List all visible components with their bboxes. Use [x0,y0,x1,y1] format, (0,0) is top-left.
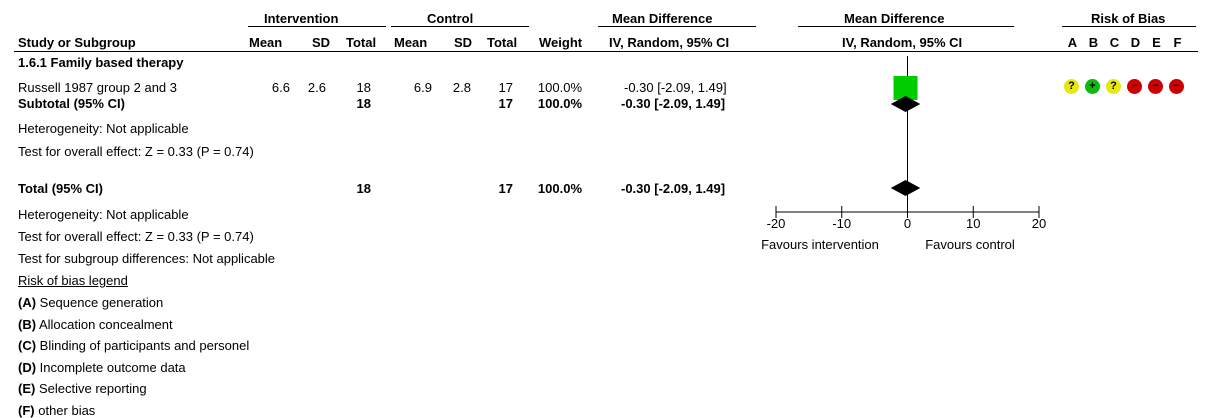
intervention-total-header: Total [346,35,377,50]
rob-legend-item: (D) Incomplete outcome data [18,360,186,375]
total-heterogeneity: Heterogeneity: Not applicable [18,207,189,222]
subtotal-ctl-total: 17 [498,96,513,111]
study-or-subgroup-header: Study or Subgroup [18,35,136,50]
rob-judgement-d: − [1127,79,1142,94]
control-mean-header: Mean [394,35,428,50]
rob-legend-key: (A) [18,295,37,310]
total-md: -0.30 [-2.09, 1.49] [621,181,726,196]
weight-header: Weight [539,35,583,50]
rob-legend-text: other bias [34,402,96,418]
method-header: IV, Random, 95% CI [609,35,730,50]
study-ctl-total: 17 [498,80,513,95]
subgroup-heterogeneity: Heterogeneity: Not applicable [18,121,189,136]
subtotal-weight: 100.0% [537,96,582,111]
rob-legend-text: Incomplete outcome data [36,359,186,375]
rob-legend-key: (F) [18,402,35,418]
rob-legend-item: (B) Allocation concealment [18,317,173,332]
study-weight: 100.0% [537,80,582,95]
favours-control-label: Favours control [925,237,1015,252]
control-sd-header: SD [454,35,473,50]
mean-difference-plot-header: Mean Difference [844,11,945,26]
x-axis-tick-label: -10 [832,216,851,231]
rob-judgement-a: ? [1064,79,1079,94]
rob-legend-key: (C) [18,338,37,353]
rob-legend-text: Sequence generation [36,295,164,310]
risk-of-bias-header: Risk of Bias [1091,11,1166,26]
total-label: Total (95% CI) [18,181,103,196]
rob-letter-b: B [1088,35,1099,50]
study-int-sd: 2.6 [307,80,326,95]
study-int-mean: 6.6 [271,80,290,95]
subtotal-md: -0.30 [-2.09, 1.49] [621,96,726,111]
subtotal-int-total: 18 [356,96,371,111]
control-total-header: Total [487,35,518,50]
method-plot-header: IV, Random, 95% CI [842,35,963,50]
total-ctl-total: 17 [498,181,513,196]
rob-judgement-f: − [1169,79,1184,94]
intervention-header: Intervention [264,11,339,26]
rob-judgement-e: − [1148,79,1163,94]
study-ctl-sd: 2.8 [452,80,471,95]
rob-legend-key: (B) [18,316,37,332]
rob-legend-text: Allocation concealment [36,316,173,332]
control-header-rule [391,26,529,27]
rob-judgement-b: + [1085,79,1100,94]
study-int-total: 18 [356,80,371,95]
control-header: Control [427,11,474,26]
intervention-sd-header: SD [312,35,331,50]
total-diamond [890,180,921,196]
rob-legend-key: (D) [18,359,37,375]
rob-legend-item: (E) Selective reporting [18,381,147,396]
rob-letter-a: A [1067,35,1078,50]
rob-letter-f: F [1173,35,1182,50]
subgroup-overall-effect: Test for overall effect: Z = 0.33 (P = 0… [18,144,254,159]
subgroup-differences: Test for subgroup differences: Not appli… [18,251,276,266]
mean-difference-header-rule [598,26,756,27]
rob-legend-text: Selective reporting [35,381,147,396]
x-axis-tick-label: 20 [1032,216,1046,231]
rob-letter-c: C [1109,35,1120,50]
rob-legend-text: Blinding of participants and personel [36,338,250,353]
rob-letter-d: D [1130,35,1141,50]
favours-intervention-label: Favours intervention [761,237,879,252]
rob-legend-item: (C) Blinding of participants and persone… [18,338,249,353]
x-axis-tick-label: 0 [904,216,911,231]
mean-difference-header: Mean Difference [612,11,713,26]
intervention-mean-header: Mean [249,35,283,50]
study-name: Russell 1987 group 2 and 3 [18,80,178,95]
total-overall-effect: Test for overall effect: Z = 0.33 (P = 0… [18,229,254,244]
study-ctl-mean: 6.9 [413,80,432,95]
subtotal-label: Subtotal (95% CI) [18,96,125,111]
x-axis-tick-label: 10 [966,216,980,231]
risk-of-bias-header-rule [1062,26,1196,27]
header-rule [14,51,1198,52]
rob-judgement-c: ? [1106,79,1121,94]
total-int-total: 18 [356,181,371,196]
mean-difference-plot-header-rule [798,26,1014,27]
subtotal-diamond [890,96,921,112]
intervention-header-rule [248,26,386,27]
subgroup-title: 1.6.1 Family based therapy [18,55,184,70]
rob-legend-key: (E) [18,381,36,396]
rob-letter-e: E [1152,35,1161,50]
study-md: -0.30 [-2.09, 1.49] [624,80,727,95]
rob-legend-item: (F) other bias [18,403,95,418]
total-weight: 100.0% [537,181,582,196]
rob-legend-item: (A) Sequence generation [18,295,163,310]
rob-legend-title[interactable]: Risk of bias legend [18,273,128,288]
x-axis-tick-label: -20 [767,216,786,231]
